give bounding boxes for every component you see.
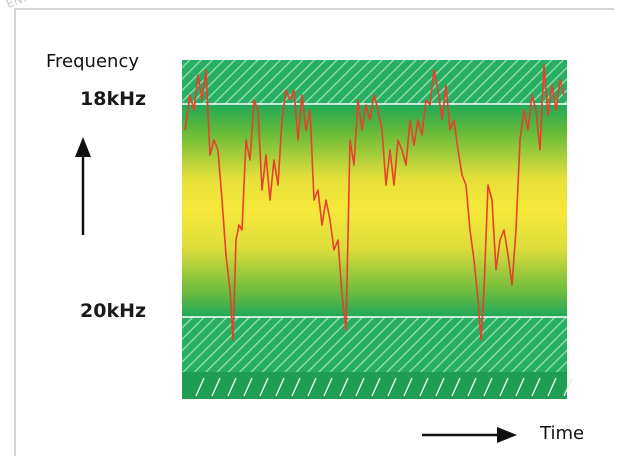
tick-mark [323, 377, 333, 397]
tick-mark [371, 377, 381, 397]
tick-mark [563, 377, 573, 397]
tick-mark [387, 377, 397, 397]
tick-mark [483, 377, 493, 397]
tick-mark [195, 377, 205, 397]
y-axis-label: Frequency [46, 51, 139, 72]
tick-mark [355, 377, 365, 397]
audible-band [182, 104, 567, 317]
tick-mark [435, 377, 445, 397]
tick-mark [531, 377, 541, 397]
lower-hatch-band [182, 317, 567, 372]
diagram-frame [14, 8, 614, 456]
band-label-upper: 18kHz [80, 88, 147, 110]
tick-mark [211, 377, 221, 397]
tick-mark [547, 377, 557, 397]
band-label-lower: 20kHz [80, 300, 147, 322]
tick-mark [419, 377, 429, 397]
tick-mark [339, 377, 349, 397]
tick-mark [451, 377, 461, 397]
tick-mark [243, 377, 253, 397]
tick-mark [275, 377, 285, 397]
tick-mark [403, 377, 413, 397]
tick-mark [307, 377, 317, 397]
tick-mark [467, 377, 477, 397]
up-arrow-icon [75, 137, 91, 235]
tick-mark [227, 377, 237, 397]
tick-mark [515, 377, 525, 397]
tick-mark [499, 377, 509, 397]
bottom-strip [182, 372, 567, 399]
bottom-tick-marks [195, 377, 573, 397]
right-arrow-icon [422, 427, 517, 443]
x-axis-label: Time [540, 423, 585, 444]
tick-mark [259, 377, 269, 397]
frequency-signal-line [184, 64, 565, 341]
tick-mark [291, 377, 301, 397]
